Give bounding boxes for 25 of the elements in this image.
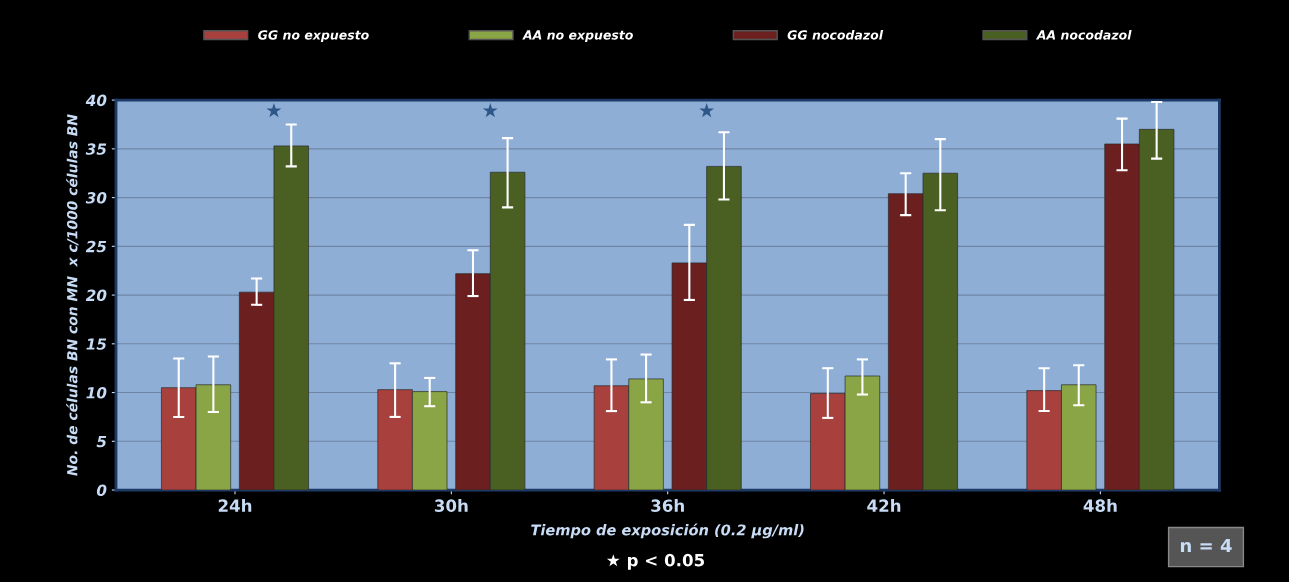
y-tick-label: 20: [85, 289, 107, 302]
legend-label: GG no expuesto: [258, 30, 369, 43]
annotation: ★: [266, 103, 282, 118]
text: n = 4: [1180, 538, 1232, 553]
y-tick-label: 15: [86, 338, 107, 350]
y-tick-label: 25: [85, 240, 107, 253]
y-tick-label: 0: [96, 484, 107, 497]
y-tick-label: 40: [85, 94, 107, 107]
annotation: ★: [699, 103, 715, 118]
legend-label: AA no expuesto: [522, 30, 633, 43]
y-tick-label: 30: [85, 192, 107, 204]
y-axis-title: No. de células BN con MN x c/1000 células BN: [66, 114, 79, 476]
x-tick-label: 30h: [434, 499, 468, 512]
x-tick-label: 36h: [651, 499, 684, 512]
text: ★ p < 0.05: [606, 553, 705, 570]
legend-label: GG nocodazol: [787, 29, 884, 40]
y-tick-label: 5: [96, 435, 107, 448]
x-tick-label: 24h: [218, 499, 252, 512]
legend-label: AA nocodazol: [1035, 29, 1132, 40]
annotation: ★: [482, 103, 498, 118]
y-tick-label: 10: [86, 387, 107, 399]
x-tick-label: 42h: [867, 499, 901, 512]
x-axis-title: Tiempo de exposición (0.2 µg/ml): [531, 523, 804, 539]
x-tick-label: 48h: [1083, 499, 1117, 512]
y-tick-label: 35: [85, 143, 107, 155]
